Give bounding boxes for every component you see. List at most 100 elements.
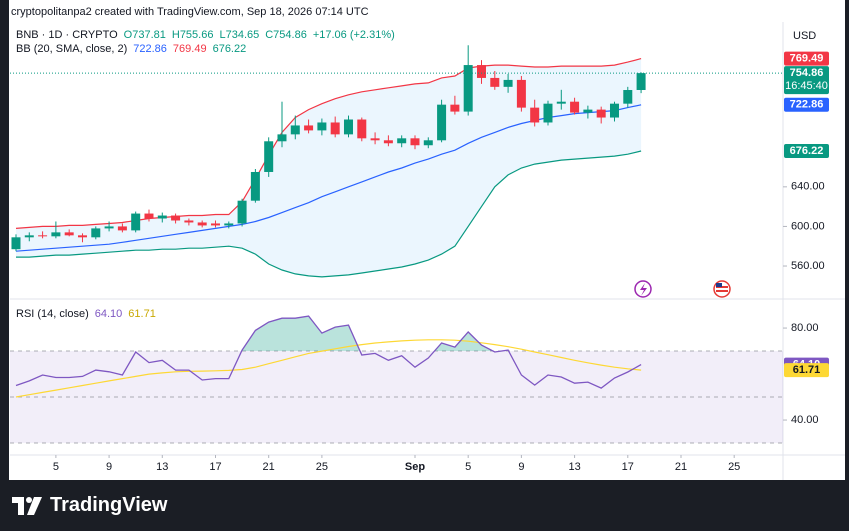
rsi-ma-label: 61.71 <box>793 364 821 376</box>
attribution: cryptopolitanpa2 created with TradingVie… <box>11 6 369 18</box>
x-tick-label: 5 <box>53 461 59 473</box>
candle-body <box>131 213 141 231</box>
rsi-legend: RSI (14, close) 64.10 61.71 <box>16 308 156 320</box>
candle-body <box>596 109 606 118</box>
candle-body <box>343 119 353 135</box>
candle-body <box>370 138 380 141</box>
rsi-overbought-fill <box>15 316 642 352</box>
x-tick-label: 21 <box>263 461 275 473</box>
candle-body <box>277 134 287 142</box>
candle-body <box>157 215 167 219</box>
candle-body <box>77 235 87 238</box>
candle-body <box>317 122 327 131</box>
alert-icon <box>634 280 652 298</box>
candle-body <box>144 213 154 219</box>
rsi-line <box>15 315 642 389</box>
x-tick-label: 17 <box>622 461 634 473</box>
candle-body <box>583 109 593 113</box>
y-tick-label: 80.00 <box>791 322 819 334</box>
rsi-ma-value: 61.71 <box>128 308 156 320</box>
candle-body <box>503 79 513 87</box>
candle-body <box>636 73 646 91</box>
candle-body <box>210 223 220 226</box>
candle-body <box>104 226 114 229</box>
bb-basis-value: 722.86 <box>133 43 167 55</box>
candle-body <box>463 65 473 112</box>
candle-body <box>264 141 274 172</box>
candle-body <box>171 215 181 221</box>
candle-body <box>476 65 486 78</box>
bb-lower-line <box>16 150 642 278</box>
x-tick-label: Sep <box>405 461 425 473</box>
legend-close: C754.86 <box>265 29 307 41</box>
bb-lower-label: 676.22 <box>790 145 824 157</box>
candle-body <box>437 104 447 141</box>
bb-upper-label: 769.49 <box>790 53 824 65</box>
rsi-ma-box <box>784 363 829 378</box>
countdown: 16:45:40 <box>785 80 828 92</box>
candle-body <box>11 237 21 250</box>
bb-upper-line <box>15 58 642 229</box>
candle-body <box>383 140 393 144</box>
candle-body <box>290 125 300 135</box>
y-tick-label: 640.00 <box>791 181 825 193</box>
legend-high: H755.66 <box>171 29 214 41</box>
rsi-ma-line <box>15 339 642 398</box>
candle-body <box>490 77 500 87</box>
bb-upper-box <box>784 51 829 66</box>
y-tick-label: 40.00 <box>791 414 819 426</box>
x-tick-label: 9 <box>106 461 112 473</box>
candle-body <box>609 103 619 118</box>
candle-body <box>543 103 553 123</box>
bb-basis-label: 722.86 <box>790 99 824 111</box>
candle-body <box>330 122 340 135</box>
candle-body <box>570 101 580 113</box>
symbol-legend: BNB · 1D · CRYPTO O737.81 H755.66 L734.6… <box>16 29 395 41</box>
candle-body <box>51 232 61 237</box>
candle-body <box>184 220 194 223</box>
candle-body <box>197 222 207 226</box>
legend-low: L734.65 <box>219 29 260 41</box>
symbol: BNB · 1D · CRYPTO <box>16 29 118 41</box>
candle-body <box>304 125 314 131</box>
logo-text: TradingView <box>50 494 168 516</box>
candle-body <box>423 140 433 146</box>
bb-fill <box>16 58 642 277</box>
logo-mark <box>12 496 42 515</box>
candle-body <box>24 235 34 238</box>
x-tick-label: 5 <box>465 461 471 473</box>
bb-label: BB (20, SMA, close, 2) <box>16 43 128 55</box>
us-flag-icon <box>713 280 731 298</box>
candle-body <box>38 235 48 237</box>
y-tick-label: 560.00 <box>791 260 825 272</box>
last-price-label: 754.86 <box>790 67 824 79</box>
candle-body <box>64 232 74 236</box>
candle-body <box>357 119 367 139</box>
x-tick-label: 17 <box>209 461 221 473</box>
last-price-box <box>784 66 829 95</box>
candle-body <box>623 90 633 104</box>
chart-panel <box>9 0 845 480</box>
x-tick-label: 25 <box>728 461 740 473</box>
x-tick-label: 9 <box>518 461 524 473</box>
bb-lower-box <box>784 143 829 158</box>
x-tick-label: 21 <box>675 461 687 473</box>
candle-body <box>91 228 101 238</box>
bb-legend: BB (20, SMA, close, 2) 722.86 769.49 676… <box>16 43 246 55</box>
candle-body <box>224 223 234 226</box>
x-tick-label: 25 <box>316 461 328 473</box>
candle-body <box>450 104 460 112</box>
candle-body <box>250 171 260 201</box>
rsi-label: RSI (14, close) <box>16 308 89 320</box>
y-tick-label: 600.00 <box>791 220 825 232</box>
candle-body <box>516 79 526 108</box>
currency: USD <box>793 30 816 42</box>
legend-change: +17.06 (+2.31%) <box>312 29 395 41</box>
rsi-value: 64.10 <box>94 308 123 320</box>
candle-body <box>556 101 566 104</box>
x-tick-label: 13 <box>568 461 580 473</box>
bb-upper-value: 769.49 <box>172 43 207 55</box>
bb-basis-box <box>784 97 829 112</box>
